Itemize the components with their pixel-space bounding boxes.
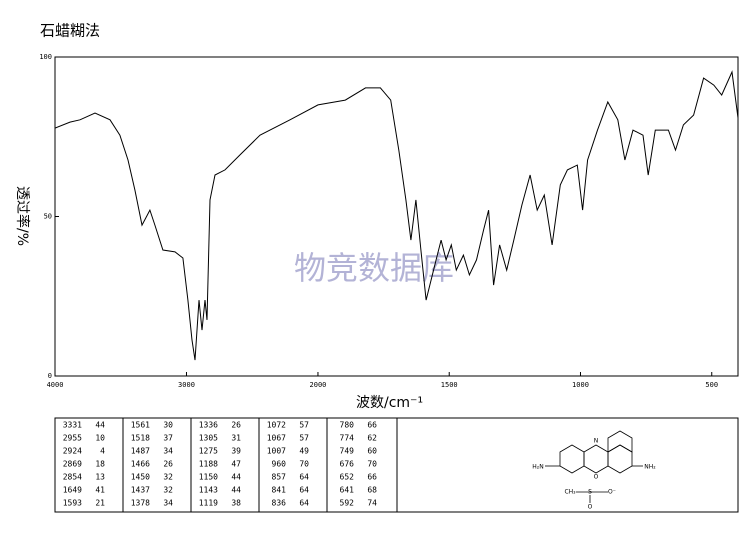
table-cell: 1143: [199, 486, 218, 495]
table-cell: 34: [163, 447, 173, 456]
table-cell: 1450: [131, 473, 150, 482]
table-cell: 44: [95, 421, 105, 430]
structure-label: CH₃: [564, 489, 576, 496]
table-cell: 37: [163, 434, 173, 443]
table-cell: 641: [340, 486, 355, 495]
table-cell: 960: [272, 460, 287, 469]
structure-label: O: [594, 474, 599, 481]
table-cell: 47: [231, 460, 241, 469]
table-cell: 64: [299, 486, 309, 495]
table-cell: 1072: [267, 421, 286, 430]
ring: [559, 444, 585, 474]
ring: [607, 430, 633, 453]
table-cell: 1593: [63, 499, 82, 508]
ring: [583, 444, 609, 474]
x-tick-label: 2000: [310, 381, 327, 389]
table-cell: 1561: [131, 421, 150, 430]
structure-label: H₂N: [532, 464, 543, 471]
table-cell: 857: [272, 473, 287, 482]
table-cell: 31: [231, 434, 241, 443]
table-cell: 64: [299, 499, 309, 508]
x-tick-label: 3000: [178, 381, 195, 389]
table-cell: 32: [163, 486, 173, 495]
table-cell: 74: [367, 499, 377, 508]
table-cell: 26: [231, 421, 241, 430]
table-cell: 68: [367, 486, 377, 495]
x-tick-label: 4000: [47, 381, 64, 389]
table-cell: 30: [163, 421, 173, 430]
table-cell: 2924: [63, 447, 82, 456]
table-cell: 1437: [131, 486, 150, 495]
structure-label: N: [594, 438, 599, 445]
structure-label: O⁻: [608, 489, 616, 496]
table-cell: 2955: [63, 434, 82, 443]
table-cell: 62: [367, 434, 377, 443]
ring: [607, 444, 633, 474]
table-cell: 652: [340, 473, 355, 482]
x-tick-label: 500: [705, 381, 718, 389]
table-cell: 57: [299, 421, 309, 430]
table-cell: 1067: [267, 434, 286, 443]
table-cell: 2854: [63, 473, 82, 482]
table-cell: 1518: [131, 434, 150, 443]
spectrum-line: [54, 70, 739, 361]
table-cell: 1007: [267, 447, 286, 456]
table-cell: 64: [299, 473, 309, 482]
table-cell: 26: [163, 460, 173, 469]
table-cell: 66: [367, 473, 377, 482]
table-cell: 49: [299, 447, 309, 456]
table-cell: 21: [95, 499, 105, 508]
watermark: 物竞数据库: [294, 249, 454, 287]
table-cell: 1275: [199, 447, 218, 456]
table-cell: 592: [340, 499, 355, 508]
table-cell: 1305: [199, 434, 218, 443]
structure: [545, 430, 643, 503]
x-tick-label: 1000: [572, 381, 589, 389]
table-cell: 32: [163, 473, 173, 482]
y-axis-label: 透过率/%: [14, 186, 31, 246]
table-cell: 774: [340, 434, 355, 443]
table-cell: 676: [340, 460, 355, 469]
table-cell: 1378: [131, 499, 150, 508]
table-cell: 34: [163, 499, 173, 508]
table-cell: 749: [340, 447, 355, 456]
table-cell: 836: [272, 499, 287, 508]
table-cell: 3331: [63, 421, 82, 430]
y-tick-label: 0: [48, 372, 52, 380]
table-cell: 780: [340, 421, 355, 430]
table-cell: 70: [299, 460, 309, 469]
table-cell: 44: [231, 473, 241, 482]
chart-title: 石蜡糊法: [40, 22, 100, 40]
table-cell: 841: [272, 486, 287, 495]
table-cell: 38: [231, 499, 241, 508]
table-cell: 10: [95, 434, 105, 443]
table-cell: 39: [231, 447, 241, 456]
table-cell: 4: [100, 447, 105, 456]
table-cell: 1119: [199, 499, 218, 508]
x-axis-label: 波数/cm⁻¹: [356, 395, 423, 411]
table-cell: 1649: [63, 486, 82, 495]
table-cell: 18: [95, 460, 105, 469]
structure-label: S: [588, 489, 592, 496]
table-cell: 1188: [199, 460, 218, 469]
structure-label: O: [588, 504, 593, 511]
table-cell: 1466: [131, 460, 150, 469]
y-tick-label: 100: [39, 53, 52, 61]
table-cell: 2869: [63, 460, 82, 469]
table-cell: 1487: [131, 447, 150, 456]
table-cell: 60: [367, 447, 377, 456]
table-cell: 1336: [199, 421, 218, 430]
table-cell: 41: [95, 486, 105, 495]
table-cell: 57: [299, 434, 309, 443]
structure-label: NH₂: [644, 464, 656, 471]
x-tick-label: 1500: [441, 381, 458, 389]
table-cell: 13: [95, 473, 105, 482]
table-cell: 44: [231, 486, 241, 495]
plot-frame: [54, 56, 739, 377]
y-tick-label: 50: [44, 213, 52, 221]
table-cell: 1150: [199, 473, 218, 482]
table-cell: 70: [367, 460, 377, 469]
table-cell: 66: [367, 421, 377, 430]
